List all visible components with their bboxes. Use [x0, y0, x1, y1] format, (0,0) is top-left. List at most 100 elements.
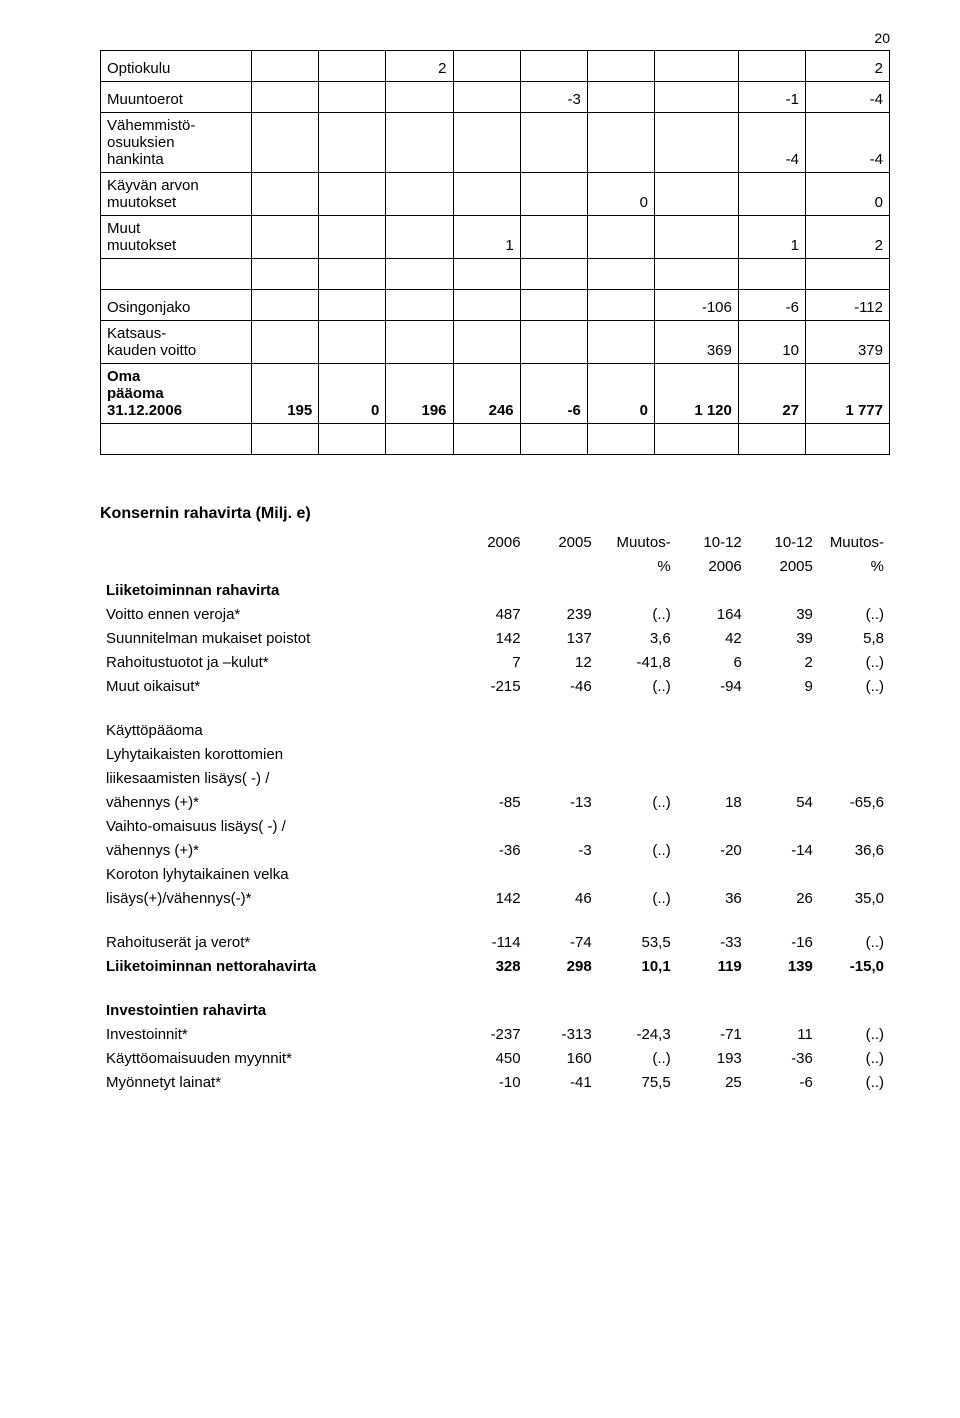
row-label: Investointien rahavirta — [100, 997, 456, 1021]
table-cell — [527, 861, 598, 885]
table-cell: 298 — [527, 953, 598, 977]
table-cell — [748, 813, 819, 837]
table-cell — [319, 321, 386, 364]
table-row: Liiketoiminnan nettorahavirta32829810,11… — [100, 953, 890, 977]
row-label: Lyhytaikaisten korottomien — [100, 741, 456, 765]
table-cell — [748, 577, 819, 601]
row-label: vähennys (+)* — [100, 789, 456, 813]
table-cell — [748, 717, 819, 741]
table-cell — [748, 861, 819, 885]
table-cell — [738, 51, 805, 82]
table-cell: 369 — [654, 321, 738, 364]
table-cell: 6 — [677, 649, 748, 673]
row-label: vähennys (+)* — [100, 837, 456, 861]
table-cell — [677, 861, 748, 885]
row-label: Investoinnit* — [100, 1021, 456, 1045]
table-row: Koroton lyhytaikainen velka — [100, 861, 890, 885]
table-cell — [587, 259, 654, 290]
table-cell — [527, 813, 598, 837]
col-header: Muutos- — [819, 529, 890, 553]
spacer — [100, 697, 890, 717]
row-label: Voitto ennen veroja* — [100, 601, 456, 625]
table-cell: 239 — [527, 601, 598, 625]
table-cell — [386, 216, 453, 259]
table-cell — [654, 51, 738, 82]
table-cell — [587, 113, 654, 173]
table-cell: 75,5 — [598, 1069, 677, 1093]
row-label: Muuntoerot — [101, 82, 252, 113]
table-cell: -4 — [738, 113, 805, 173]
table-cell — [453, 424, 520, 455]
table-cell — [819, 813, 890, 837]
table-cell: 11 — [748, 1021, 819, 1045]
row-label: Muutmuutokset — [101, 216, 252, 259]
row-label: Omapääoma31.12.2006 — [101, 364, 252, 424]
table-row: Omapääoma31.12.20061950196246-601 120271… — [101, 364, 890, 424]
table-cell: -1 — [738, 82, 805, 113]
table-cell: (..) — [598, 789, 677, 813]
table-cell: 195 — [252, 364, 319, 424]
table-cell: 1 — [453, 216, 520, 259]
col-header: % — [819, 553, 890, 577]
table-cell — [319, 82, 386, 113]
table-cell: -10 — [456, 1069, 527, 1093]
table-cell: 54 — [748, 789, 819, 813]
table-cell: 193 — [677, 1045, 748, 1069]
table-header-row: 2006 2005 Muutos- 10-12 10-12 Muutos- — [100, 529, 890, 553]
table-cell: 35,0 — [819, 885, 890, 909]
row-label: Vähemmistö-osuuksienhankinta — [101, 113, 252, 173]
table-cell: -6 — [738, 290, 805, 321]
table-cell: 0 — [806, 173, 890, 216]
table-cell — [453, 113, 520, 173]
table-cell: 3,6 — [598, 625, 677, 649]
table-cell: 5,8 — [819, 625, 890, 649]
table-cell: -4 — [806, 82, 890, 113]
table-cell: (..) — [598, 837, 677, 861]
table-row: Osingonjako-106-6-112 — [101, 290, 890, 321]
table-cell — [453, 321, 520, 364]
table-cell: 450 — [456, 1045, 527, 1069]
table-cell — [587, 51, 654, 82]
table-cell: -85 — [456, 789, 527, 813]
row-label: lisäys(+)/vähennys(-)* — [100, 885, 456, 909]
table-cell — [677, 577, 748, 601]
table-cell: -16 — [748, 929, 819, 953]
table-cell: -6 — [748, 1069, 819, 1093]
table-cell — [677, 813, 748, 837]
table-cell — [587, 82, 654, 113]
table-cell: -36 — [456, 837, 527, 861]
table-cell: -15,0 — [819, 953, 890, 977]
table-cell — [677, 765, 748, 789]
table-cell — [654, 259, 738, 290]
table-cell: 36 — [677, 885, 748, 909]
table-cell — [598, 997, 677, 1021]
table-cell — [598, 861, 677, 885]
table-row: Muut oikaisut*-215-46(..)-949(..) — [100, 673, 890, 697]
row-label: Liiketoiminnan rahavirta — [100, 577, 456, 601]
col-header: 10-12 — [748, 529, 819, 553]
table-cell — [319, 173, 386, 216]
table-cell — [806, 259, 890, 290]
row-label: Myönnetyt lainat* — [100, 1069, 456, 1093]
table-cell: -114 — [456, 929, 527, 953]
table-cell — [319, 51, 386, 82]
table-cell: 42 — [677, 625, 748, 649]
table-row — [101, 424, 890, 455]
row-label: Suunnitelman mukaiset poistot — [100, 625, 456, 649]
table-cell: 53,5 — [598, 929, 677, 953]
table-row: Rahoitustuotot ja –kulut*712-41,862(..) — [100, 649, 890, 673]
table-cell — [319, 424, 386, 455]
table-row: vähennys (+)*-36-3(..)-20-1436,6 — [100, 837, 890, 861]
table-row: Lyhytaikaisten korottomien — [100, 741, 890, 765]
table-cell: 379 — [806, 321, 890, 364]
table-row — [100, 977, 890, 997]
table-row: Investointien rahavirta — [100, 997, 890, 1021]
table-cell — [386, 173, 453, 216]
table-cell — [386, 259, 453, 290]
table-cell — [819, 765, 890, 789]
table-cell: 246 — [453, 364, 520, 424]
table-cell — [520, 173, 587, 216]
table-cell — [319, 216, 386, 259]
table-cell — [587, 321, 654, 364]
table-cell: 119 — [677, 953, 748, 977]
